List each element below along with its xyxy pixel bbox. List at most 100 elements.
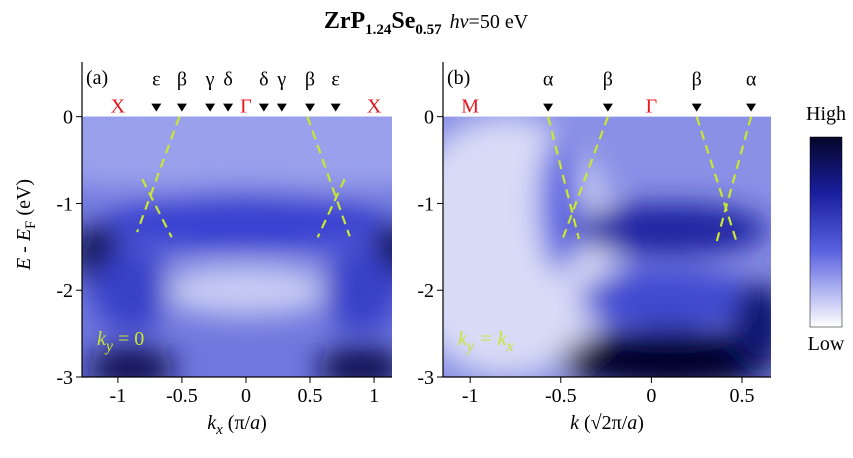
y-tick-label: 0 — [63, 107, 73, 129]
title-part: 0.57 — [415, 22, 442, 38]
title-part: 1.24 — [365, 22, 392, 38]
intensity-blobs — [443, 116, 771, 377]
band-marker — [205, 103, 216, 112]
label-part: = k — [474, 328, 507, 350]
colorbar — [809, 136, 843, 328]
panel-label: (b) — [447, 67, 470, 89]
band-label: α — [543, 69, 554, 91]
intensity-blobs — [82, 116, 392, 377]
band-marker — [176, 103, 187, 112]
intensity-blob — [539, 134, 583, 273]
label-part: ) — [637, 412, 644, 434]
band-label: β — [177, 69, 187, 91]
label-part: k — [207, 412, 217, 434]
x-axis-label: k (√2π/a) — [570, 412, 644, 434]
title-part: =50 eV — [469, 11, 529, 33]
intensity-blob — [569, 203, 770, 256]
intensity-blob — [560, 329, 771, 377]
band-label: γ — [205, 69, 215, 91]
intensity-map — [82, 116, 392, 377]
label-part: k — [570, 412, 580, 434]
band-label: ε — [152, 69, 160, 91]
panel-label: (a) — [86, 67, 108, 89]
band-label: α — [746, 69, 757, 91]
band-label: δ — [223, 69, 232, 91]
x-tick-label: -0.5 — [545, 385, 577, 407]
label-part: (eV) — [13, 179, 35, 221]
symmetry-point: X — [367, 96, 382, 118]
y-tick-label: 0 — [424, 107, 434, 129]
label-part: y — [104, 338, 114, 355]
x-tick-label: -0.5 — [166, 385, 198, 407]
x-tick-label: 0.5 — [298, 385, 323, 407]
intensity-blob — [85, 346, 176, 377]
band-marker — [305, 103, 316, 112]
label-part: x — [505, 338, 513, 355]
intensity-blob — [322, 246, 392, 334]
figure-title: ZrP1.24Se0.57 hν=50 eV — [324, 8, 529, 38]
colorbar-low: Low — [808, 333, 845, 355]
colorbar-high: High — [806, 103, 846, 125]
intensity-blob — [732, 281, 771, 369]
band-marker — [543, 103, 554, 112]
x-axis-label: kx (π/a) — [207, 412, 267, 438]
x-tick-label: 0.5 — [730, 385, 755, 407]
label-part: E — [13, 229, 35, 242]
band-marker — [330, 103, 341, 112]
band-dispersion — [316, 178, 346, 238]
label-part: k — [458, 328, 468, 350]
band-marker — [746, 103, 757, 112]
intensity-map — [443, 116, 771, 377]
y-tick-label: -2 — [417, 280, 434, 302]
intensity-blob — [92, 246, 170, 334]
band-dispersion — [306, 116, 351, 237]
band-dispersion — [141, 178, 173, 238]
label-part: (√2π/ — [579, 412, 628, 434]
x-tick-label: 0 — [241, 385, 251, 407]
x-tick-label: -1 — [110, 385, 127, 407]
intensity-blob — [316, 346, 392, 377]
label-part: x — [215, 422, 223, 438]
title-part: hν — [450, 11, 469, 33]
symmetry-point: Γ — [240, 96, 252, 118]
x-tick-label: 0 — [646, 385, 656, 407]
symmetry-point: Γ — [646, 96, 658, 118]
label-part: a — [627, 412, 637, 434]
y-tick-label: -1 — [56, 193, 73, 215]
label-part: k — [97, 328, 107, 350]
x-tick-label: -1 — [462, 385, 479, 407]
band-dispersion — [547, 116, 580, 240]
band-marker — [602, 103, 613, 112]
label-part: F — [23, 221, 39, 229]
intensity-blob — [578, 268, 761, 330]
y-axis-label: E - EF (eV) — [13, 179, 39, 271]
band-label: β — [692, 69, 702, 91]
band-dispersion — [136, 116, 181, 233]
band-dispersion — [715, 116, 753, 242]
band-marker — [276, 103, 287, 112]
band-dispersion — [561, 116, 609, 240]
intensity-blob — [105, 190, 387, 252]
band-marker — [151, 103, 162, 112]
band-label: γ — [276, 69, 286, 91]
band-label: ε — [331, 69, 339, 91]
y-tick-label: -2 — [56, 280, 73, 302]
band-marker — [223, 103, 234, 112]
title-part: Se — [391, 8, 415, 34]
intensity-blob — [156, 264, 336, 317]
label-part: (π/ — [223, 412, 251, 434]
band-marker — [258, 103, 269, 112]
label-part: y — [465, 338, 475, 355]
band-label: δ — [259, 69, 268, 91]
y-tick-label: -1 — [417, 193, 434, 215]
label-part: ) — [260, 412, 267, 434]
label-part: = 0 — [113, 328, 144, 350]
label-part: - — [13, 241, 35, 258]
label-part: E — [13, 258, 35, 271]
band-label: β — [603, 69, 613, 91]
inset-label: ky = kx — [458, 328, 513, 355]
symmetry-point: M — [461, 96, 479, 118]
label-part: a — [250, 412, 260, 434]
band-marker — [691, 103, 702, 112]
